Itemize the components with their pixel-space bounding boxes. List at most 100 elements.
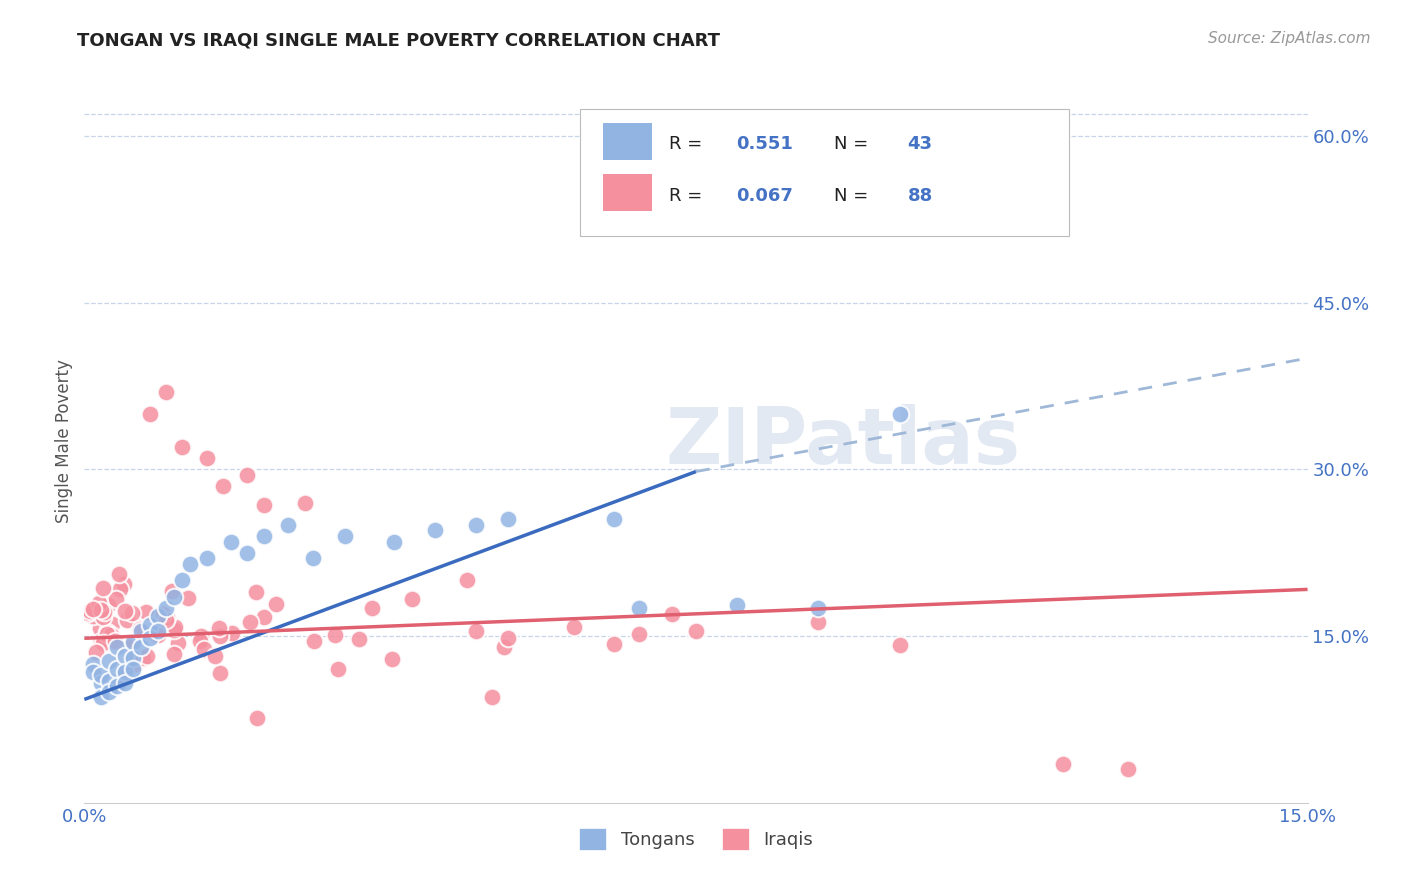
FancyBboxPatch shape (603, 123, 652, 161)
Legend: Tongans, Iraqis: Tongans, Iraqis (569, 819, 823, 859)
Point (105, 640, 128, 655)
Point (301, 551, 323, 566)
Point (456, 573, 478, 587)
Point (889, 407, 911, 421)
Point (127, 620, 149, 634)
Point (302, 634, 325, 648)
Point (114, 604, 136, 618)
Point (221, 626, 243, 640)
Point (100, 627, 122, 641)
Text: 0.067: 0.067 (737, 187, 793, 205)
Point (89, 621, 111, 635)
Point (90, 690, 112, 705)
Point (627, 601, 650, 615)
Point (188, 633, 211, 648)
Point (82, 602, 104, 616)
Point (138, 407, 160, 421)
Point (179, 557, 201, 571)
Text: 0.551: 0.551 (737, 135, 793, 153)
Point (90, 603, 112, 617)
Point (195, 551, 218, 566)
Point (163, 624, 186, 638)
Point (562, 620, 585, 634)
Point (105, 592, 128, 607)
Point (627, 627, 650, 641)
Point (335, 529, 357, 543)
Point (807, 601, 830, 615)
Point (146, 609, 169, 624)
Point (236, 467, 259, 482)
Point (492, 640, 515, 655)
Point (253, 529, 276, 543)
Point (661, 607, 683, 621)
Point (93, 605, 115, 619)
Point (121, 606, 143, 620)
Point (91, 636, 114, 650)
Point (190, 629, 212, 643)
Point (498, 512, 520, 526)
Point (105, 662, 128, 676)
Point (90, 633, 112, 648)
Point (101, 617, 124, 632)
Point (253, 498, 276, 512)
Point (481, 690, 503, 705)
Point (82, 657, 104, 671)
Point (155, 384, 177, 399)
Point (82, 665, 104, 679)
Point (150, 612, 173, 626)
Point (91, 610, 114, 624)
Point (108, 582, 131, 596)
Point (162, 647, 184, 661)
Point (117, 640, 139, 654)
Point (91, 581, 114, 595)
Text: R =: R = (669, 135, 709, 153)
Point (381, 652, 404, 666)
Point (112, 577, 135, 591)
Point (685, 624, 707, 638)
Text: 43: 43 (908, 135, 932, 153)
Text: 88: 88 (908, 187, 932, 205)
Point (264, 598, 287, 612)
Point (204, 649, 226, 664)
Point (725, 598, 748, 612)
Point (603, 637, 626, 651)
Point (212, 479, 235, 493)
Point (464, 624, 486, 638)
Point (208, 621, 231, 635)
Point (361, 601, 384, 615)
Point (155, 601, 177, 615)
Point (498, 632, 520, 646)
Point (115, 613, 138, 627)
Point (96, 624, 118, 639)
Point (603, 512, 626, 526)
Point (77, 607, 100, 621)
Point (209, 665, 232, 680)
Y-axis label: Single Male Poverty: Single Male Poverty (55, 359, 73, 524)
Point (103, 634, 125, 648)
FancyBboxPatch shape (579, 109, 1069, 235)
Text: TONGAN VS IRAQI SINGLE MALE POVERTY CORRELATION CHART: TONGAN VS IRAQI SINGLE MALE POVERTY CORR… (77, 31, 720, 49)
Point (167, 636, 190, 650)
Point (128, 622, 150, 636)
Point (152, 607, 174, 622)
Point (176, 591, 198, 605)
Point (807, 615, 830, 629)
Point (328, 663, 350, 677)
Point (246, 711, 269, 725)
Text: N =: N = (834, 187, 875, 205)
Point (122, 651, 145, 665)
Point (124, 657, 146, 671)
Point (193, 641, 215, 656)
Point (90, 675, 112, 690)
Point (146, 624, 169, 638)
Point (1116, 763, 1139, 777)
Point (245, 584, 267, 599)
Point (889, 638, 911, 652)
Point (1052, 756, 1074, 771)
Text: ZIPatlas: ZIPatlas (665, 403, 1021, 480)
Point (79, 604, 101, 618)
Point (132, 624, 155, 638)
Point (112, 671, 135, 685)
Point (347, 632, 370, 647)
Point (97, 653, 120, 667)
